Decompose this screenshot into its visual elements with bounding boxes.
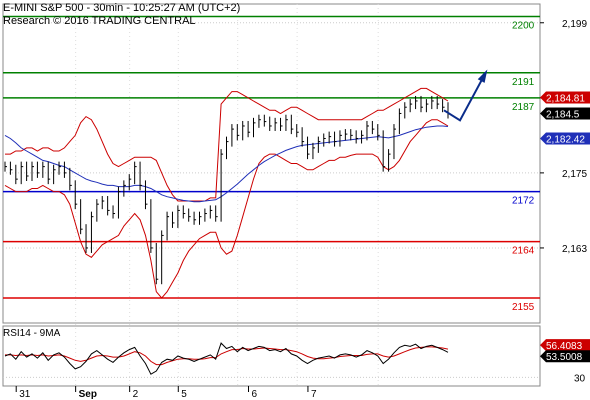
level-lines: 2200 2191 2187 2172 2164 2155 — [3, 15, 540, 313]
price-panel-frame — [2, 3, 541, 324]
rsi-y-tick-label: 30 — [574, 373, 586, 384]
y-tick-label: 2,163 — [562, 244, 587, 255]
rsi-panel-frame — [2, 325, 541, 387]
level-label-2191: 2191 — [512, 77, 535, 88]
x-tick-label: Sep — [79, 389, 97, 400]
x-tick-label: 31 — [19, 389, 31, 400]
x-tick-label: 7 — [311, 389, 317, 400]
level-label-2172: 2172 — [512, 196, 535, 207]
forecast-arrow — [443, 69, 488, 122]
y-tick-label: 2,199 — [562, 19, 587, 30]
chart-header-copyright: Research © 2016 TRADING CENTRAL — [3, 15, 196, 27]
x-tick-label: 6 — [252, 389, 258, 400]
price-tag-label-rsi: 53.5008 — [546, 352, 583, 363]
bollinger-lower-band — [4, 119, 449, 299]
level-label-2200: 2200 — [512, 21, 535, 32]
bollinger-upper-band — [5, 87, 449, 202]
forecast-arrow-head — [477, 69, 488, 83]
rsi-lines — [4, 342, 449, 375]
price-tag-label-last: 2,184.5 — [546, 109, 580, 120]
price-tag-label-rsi_ma: 56.4083 — [546, 341, 583, 352]
moving-average-line — [4, 125, 449, 203]
bollinger-bands — [4, 87, 449, 299]
forecast-arrow-line — [443, 73, 486, 122]
price-tag-rsi — [540, 350, 590, 363]
level-label-2187: 2187 — [512, 102, 535, 113]
price-tag-label-moving_average: 2,182.42 — [546, 134, 585, 145]
price-tag-last — [540, 107, 590, 120]
price-tag-label-bollinger: 2,184.81 — [546, 94, 585, 105]
price-bars — [4, 95, 450, 285]
level-label-2164: 2164 — [512, 246, 535, 257]
price-tag-moving_average — [540, 132, 590, 145]
x-axis-ticks: 31 Sep 2 5 6 7 — [15, 386, 317, 400]
moving-average-series — [4, 125, 449, 203]
y-tick-label: 2,175 — [562, 169, 587, 180]
rsi-panel-title: RSI14 - 9MA — [3, 328, 61, 339]
level-label-2155: 2155 — [512, 302, 535, 313]
rsi-series — [4, 342, 449, 375]
x-tick-label: 2 — [133, 389, 139, 400]
chart-header-instrument: E-MINI S&P 500 - 30min - 10:25:27 AM (UT… — [3, 2, 241, 14]
price-tag-rsi_ma — [540, 339, 590, 352]
price-tag-bollinger — [540, 91, 590, 104]
x-tick-label: 5 — [181, 389, 187, 400]
